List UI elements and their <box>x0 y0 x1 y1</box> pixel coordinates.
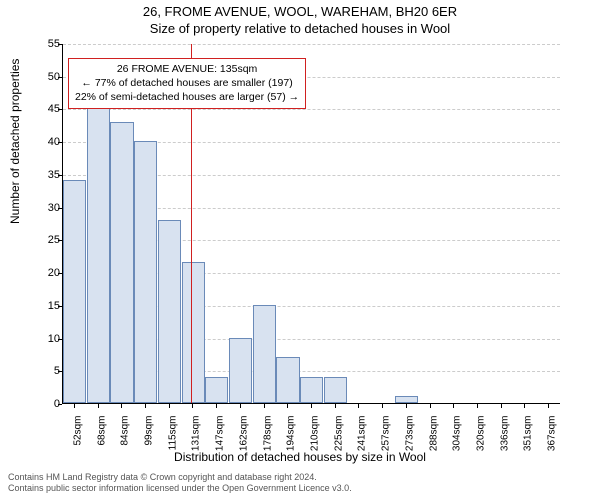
x-tick-label: 99sqm <box>144 416 155 456</box>
footer-line1: Contains HM Land Registry data © Crown c… <box>8 472 352 483</box>
x-tick-mark <box>121 404 122 408</box>
x-tick-mark <box>145 404 146 408</box>
property-size-chart: 26, FROME AVENUE, WOOL, WAREHAM, BH20 6E… <box>0 0 600 500</box>
x-tick-mark <box>430 404 431 408</box>
y-tick-mark <box>58 371 62 372</box>
x-tick-mark <box>453 404 454 408</box>
histogram-bar <box>134 141 157 403</box>
x-tick-label: 162sqm <box>238 416 249 456</box>
histogram-bar <box>87 102 110 403</box>
x-tick-label: 336sqm <box>499 416 510 456</box>
annotation-line1: 26 FROME AVENUE: 135sqm <box>75 62 299 76</box>
histogram-bar <box>253 305 276 403</box>
x-tick-label: 210sqm <box>310 416 321 456</box>
annotation-line2: ← 77% of detached houses are smaller (19… <box>75 76 299 90</box>
x-tick-label: 178sqm <box>262 416 273 456</box>
x-tick-label: 367sqm <box>547 416 558 456</box>
x-tick-mark <box>335 404 336 408</box>
x-tick-mark <box>98 404 99 408</box>
x-tick-label: 84sqm <box>120 416 131 456</box>
footer-attribution: Contains HM Land Registry data © Crown c… <box>8 472 352 495</box>
y-tick-mark <box>58 404 62 405</box>
x-tick-label: 131sqm <box>191 416 202 456</box>
x-tick-label: 52sqm <box>72 416 83 456</box>
x-tick-label: 320sqm <box>476 416 487 456</box>
x-tick-label: 225sqm <box>333 416 344 456</box>
x-tick-label: 257sqm <box>381 416 392 456</box>
histogram-bar <box>63 180 86 403</box>
x-tick-label: 288sqm <box>428 416 439 456</box>
x-tick-label: 194sqm <box>286 416 297 456</box>
footer-line2: Contains public sector information licen… <box>8 483 352 494</box>
annotation-box: 26 FROME AVENUE: 135sqm← 77% of detached… <box>68 58 306 109</box>
x-tick-mark <box>501 404 502 408</box>
x-tick-label: 115sqm <box>167 416 178 456</box>
y-tick-mark <box>58 109 62 110</box>
y-tick-mark <box>58 208 62 209</box>
histogram-bar <box>158 220 181 403</box>
x-tick-label: 147sqm <box>215 416 226 456</box>
x-tick-label: 351sqm <box>523 416 534 456</box>
y-tick-mark <box>58 142 62 143</box>
y-tick-mark <box>58 175 62 176</box>
title-subtitle: Size of property relative to detached ho… <box>0 21 600 36</box>
histogram-bar <box>205 377 228 403</box>
y-tick-mark <box>58 77 62 78</box>
histogram-bar <box>229 338 252 403</box>
y-tick-mark <box>58 306 62 307</box>
x-tick-mark <box>216 404 217 408</box>
y-tick-mark <box>58 273 62 274</box>
x-tick-mark <box>74 404 75 408</box>
x-tick-label: 304sqm <box>452 416 463 456</box>
chart-title: 26, FROME AVENUE, WOOL, WAREHAM, BH20 6E… <box>0 4 600 36</box>
histogram-bar <box>276 357 299 403</box>
x-tick-mark <box>382 404 383 408</box>
x-tick-mark <box>524 404 525 408</box>
y-axis-label: Number of detached properties <box>8 59 22 224</box>
x-tick-mark <box>358 404 359 408</box>
y-tick-mark <box>58 240 62 241</box>
x-tick-mark <box>240 404 241 408</box>
annotation-line3: 22% of semi-detached houses are larger (… <box>75 90 299 104</box>
title-address: 26, FROME AVENUE, WOOL, WAREHAM, BH20 6E… <box>0 4 600 19</box>
y-tick-mark <box>58 339 62 340</box>
histogram-bar <box>110 122 133 403</box>
x-tick-mark <box>264 404 265 408</box>
x-tick-label: 68sqm <box>96 416 107 456</box>
x-tick-label: 241sqm <box>357 416 368 456</box>
x-tick-mark <box>548 404 549 408</box>
x-tick-label: 273sqm <box>404 416 415 456</box>
histogram-bar <box>324 377 347 403</box>
x-tick-mark <box>406 404 407 408</box>
x-tick-mark <box>287 404 288 408</box>
y-tick-mark <box>58 44 62 45</box>
histogram-bar <box>182 262 205 403</box>
x-tick-mark <box>477 404 478 408</box>
x-tick-mark <box>169 404 170 408</box>
gridline <box>63 109 560 110</box>
histogram-bar <box>395 396 418 403</box>
x-tick-mark <box>311 404 312 408</box>
gridline <box>63 44 560 45</box>
x-tick-mark <box>192 404 193 408</box>
histogram-bar <box>300 377 323 403</box>
